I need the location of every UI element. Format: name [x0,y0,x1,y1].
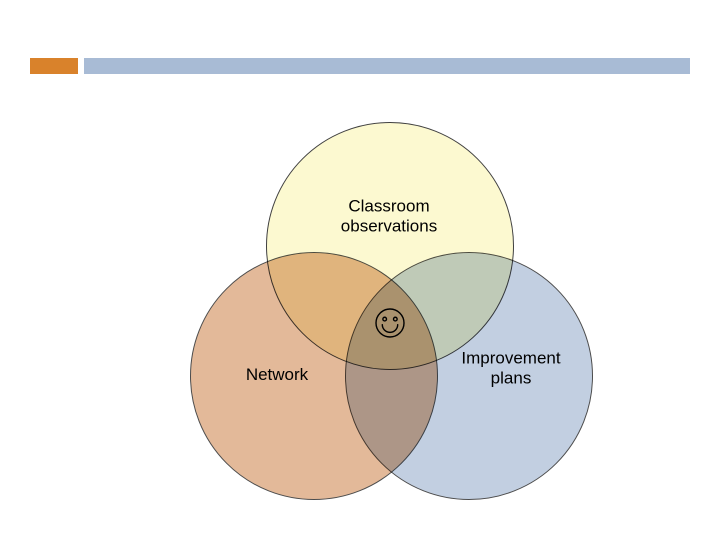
header-accent [30,58,78,74]
slide-canvas: Classroom observations Network Improveme… [0,0,720,540]
venn-label-left: Network [246,365,308,385]
header-bar [84,58,690,74]
venn-label-top: Classroom observations [341,196,437,235]
venn-label-right: Improvement plans [461,348,560,387]
smiley-icon [374,307,406,339]
